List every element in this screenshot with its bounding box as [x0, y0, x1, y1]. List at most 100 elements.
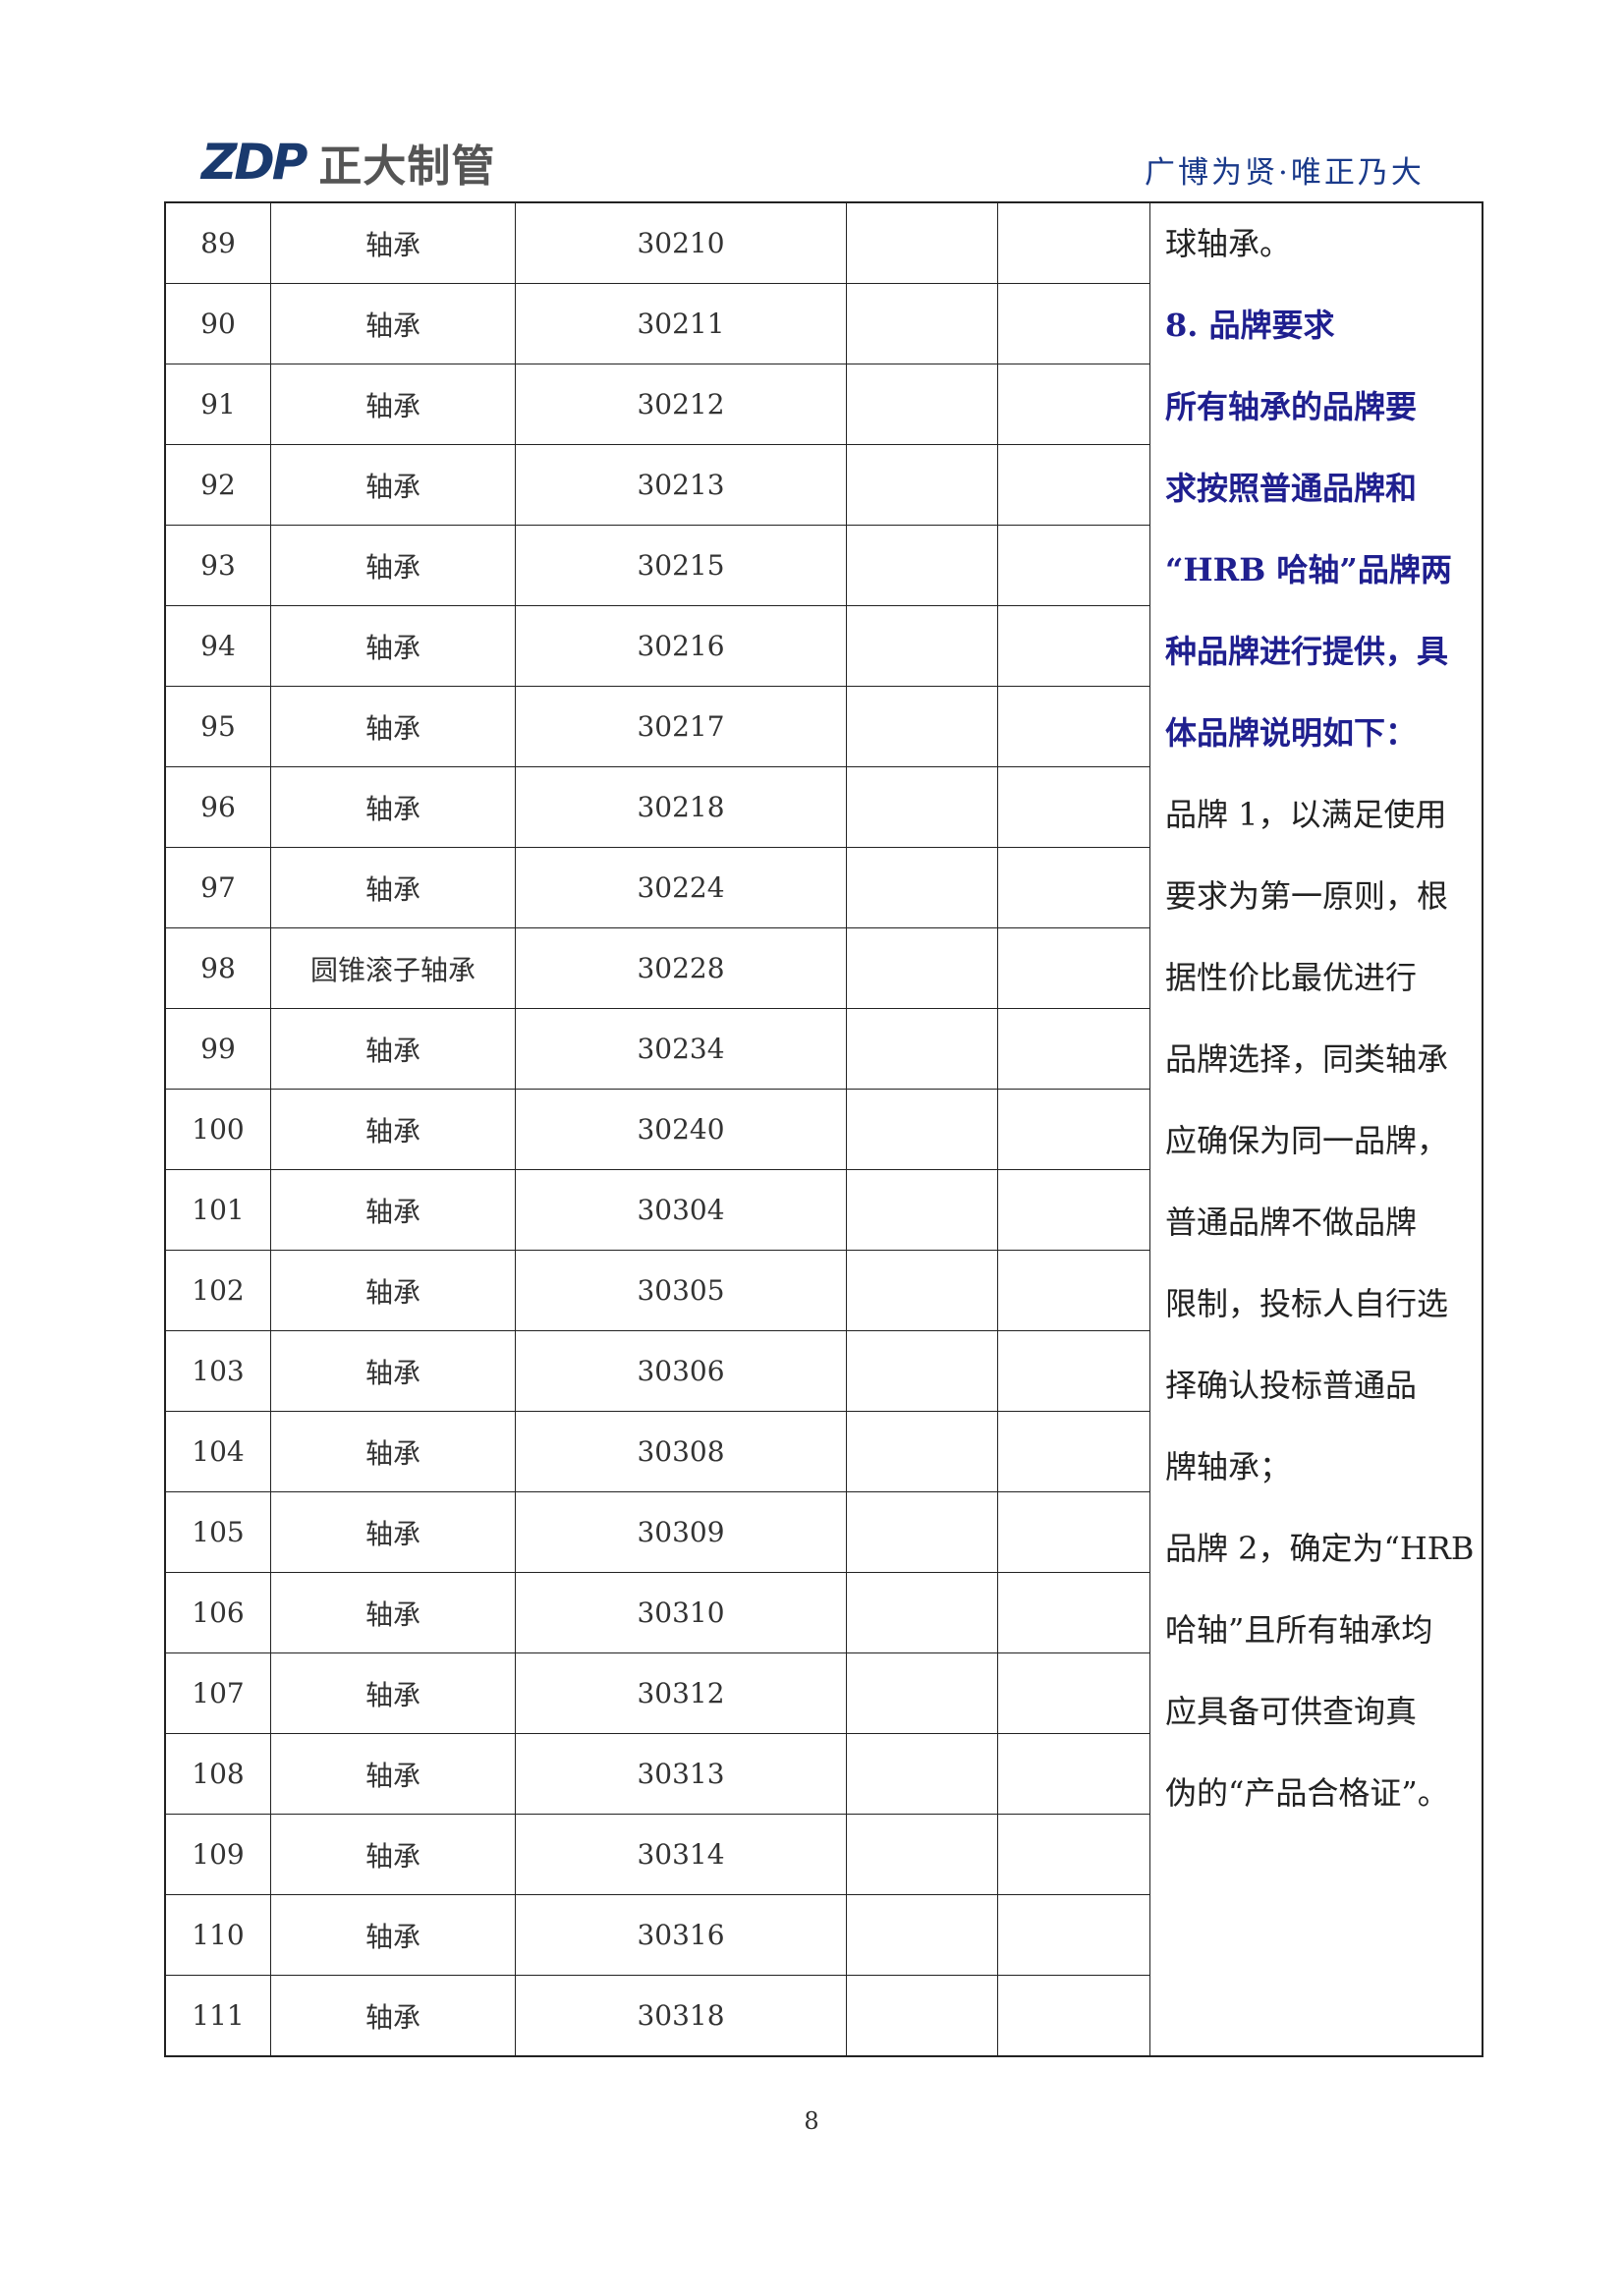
empty-cell: [997, 1330, 1150, 1412]
note-line: 限制，投标人自行选: [1165, 1285, 1449, 1322]
item-name: 轴承: [270, 364, 516, 445]
note-line: 牌轴承；: [1165, 1448, 1292, 1485]
item-name: 轴承: [270, 1330, 516, 1412]
empty-cell: [846, 1894, 998, 1976]
item-model: 30304: [515, 1169, 847, 1251]
item-name: 轴承: [270, 1089, 516, 1170]
item-name: 轴承: [270, 1814, 516, 1895]
logo-text: 正大制管: [318, 141, 496, 192]
table-row: 109 轴承 30314: [164, 1814, 1483, 1895]
row-number: 95: [164, 686, 271, 767]
item-model: 30308: [515, 1411, 847, 1492]
item-name: 轴承: [270, 766, 516, 848]
item-name: 轴承: [270, 283, 516, 364]
row-number: 94: [164, 605, 271, 687]
row-number: 100: [164, 1089, 271, 1170]
item-model: 30211: [515, 283, 847, 364]
empty-cell: [846, 1814, 998, 1895]
row-number: 92: [164, 444, 271, 526]
item-name: 轴承: [270, 1250, 516, 1331]
item-name: 轴承: [270, 1652, 516, 1734]
empty-cell: [997, 1008, 1150, 1090]
table-row: 104 轴承 30308: [164, 1411, 1483, 1492]
empty-cell: [997, 1652, 1150, 1734]
item-model: 30213: [515, 444, 847, 526]
item-name: 轴承: [270, 1491, 516, 1573]
row-number: 97: [164, 847, 271, 928]
note-line: 求按照普通品牌和: [1165, 470, 1418, 507]
table-row: 89 轴承 30210 球轴承。 8. 品牌要求 所有轴承的品牌要 求按照普通品牌和 “HRB…: [164, 201, 1483, 2057]
empty-cell: [997, 1169, 1150, 1251]
row-number: 103: [164, 1330, 271, 1412]
note-line: 应确保为同一品牌，: [1165, 1122, 1449, 1159]
notes-cell: 球轴承。 8. 品牌要求 所有轴承的品牌要 求按照普通品牌和 “HRB 哈轴”品牌两 种品…: [1149, 201, 1483, 2057]
empty-cell: [846, 525, 998, 606]
item-model: 30218: [515, 766, 847, 848]
empty-cell: [997, 927, 1150, 1009]
empty-cell: [846, 364, 998, 445]
company-logo: ZDP 正大制管: [201, 134, 495, 192]
note-line: 8. 品牌要求: [1165, 307, 1335, 344]
note-line: 应具备可供查询真: [1165, 1693, 1418, 1730]
page-number: 8: [804, 2107, 819, 2135]
table-row: 108 轴承 30313: [164, 1733, 1483, 1815]
empty-cell: [846, 927, 998, 1009]
note-line: 哈轴”且所有轴承均: [1165, 1611, 1433, 1649]
note-line: 品牌 1，以满足使用: [1165, 796, 1447, 833]
item-model: 30234: [515, 1008, 847, 1090]
table-row: 92 轴承 30213: [164, 444, 1483, 526]
empty-cell: [846, 1733, 998, 1815]
empty-cell: [846, 1008, 998, 1090]
row-number: 93: [164, 525, 271, 606]
empty-cell: [846, 847, 998, 928]
empty-cell: [997, 847, 1150, 928]
row-number: 111: [164, 1975, 271, 2057]
empty-cell: [997, 686, 1150, 767]
item-model: 30212: [515, 364, 847, 445]
note-line: 体品牌说明如下：: [1165, 714, 1418, 752]
row-number: 89: [164, 201, 271, 284]
empty-cell: [846, 605, 998, 687]
table-row: 97 轴承 30224: [164, 847, 1483, 928]
row-number: 108: [164, 1733, 271, 1815]
bearing-table: 89 轴承 30210 球轴承。 8. 品牌要求 所有轴承的品牌要 求按照普通品牌和 “HRB…: [164, 201, 1483, 2057]
item-model: 30240: [515, 1089, 847, 1170]
empty-cell: [997, 283, 1150, 364]
row-number: 106: [164, 1572, 271, 1653]
empty-cell: [846, 1330, 998, 1412]
empty-cell: [997, 1975, 1150, 2057]
note-line: 球轴承。: [1165, 225, 1292, 262]
table-row: 107 轴承 30312: [164, 1652, 1483, 1734]
empty-cell: [846, 1491, 998, 1573]
item-name: 轴承: [270, 1733, 516, 1815]
item-model: 30313: [515, 1733, 847, 1815]
empty-cell: [997, 766, 1150, 848]
empty-cell: [846, 1411, 998, 1492]
row-number: 109: [164, 1814, 271, 1895]
table-row: 111 轴承 30318: [164, 1975, 1483, 2057]
empty-cell: [846, 1089, 998, 1170]
empty-cell: [997, 1733, 1150, 1815]
item-name: 轴承: [270, 201, 516, 284]
item-model: 30217: [515, 686, 847, 767]
item-name: 轴承: [270, 1572, 516, 1653]
empty-cell: [997, 1572, 1150, 1653]
table-row: 110 轴承 30316: [164, 1894, 1483, 1976]
empty-cell: [997, 1491, 1150, 1573]
row-number: 96: [164, 766, 271, 848]
empty-cell: [997, 444, 1150, 526]
row-number: 102: [164, 1250, 271, 1331]
table-row: 94 轴承 30216: [164, 605, 1483, 687]
empty-cell: [846, 444, 998, 526]
note-line: 择确认投标普通品: [1165, 1367, 1418, 1404]
empty-cell: [846, 686, 998, 767]
item-model: 30224: [515, 847, 847, 928]
item-model: 30305: [515, 1250, 847, 1331]
empty-cell: [846, 1250, 998, 1331]
empty-cell: [846, 1652, 998, 1734]
note-line: 普通品牌不做品牌: [1165, 1204, 1418, 1241]
row-number: 91: [164, 364, 271, 445]
row-number: 101: [164, 1169, 271, 1251]
item-name: 轴承: [270, 444, 516, 526]
row-number: 105: [164, 1491, 271, 1573]
